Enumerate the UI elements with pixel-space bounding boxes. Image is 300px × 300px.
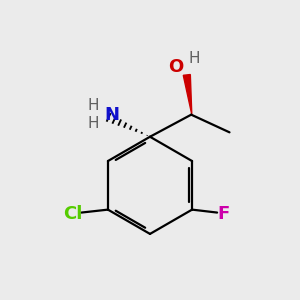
Text: H: H <box>188 51 200 66</box>
Text: F: F <box>218 205 230 223</box>
Text: H: H <box>88 116 99 131</box>
Text: N: N <box>104 106 119 124</box>
Text: O: O <box>168 58 183 76</box>
Polygon shape <box>183 74 192 115</box>
Text: Cl: Cl <box>64 205 83 223</box>
Text: H: H <box>88 98 99 113</box>
